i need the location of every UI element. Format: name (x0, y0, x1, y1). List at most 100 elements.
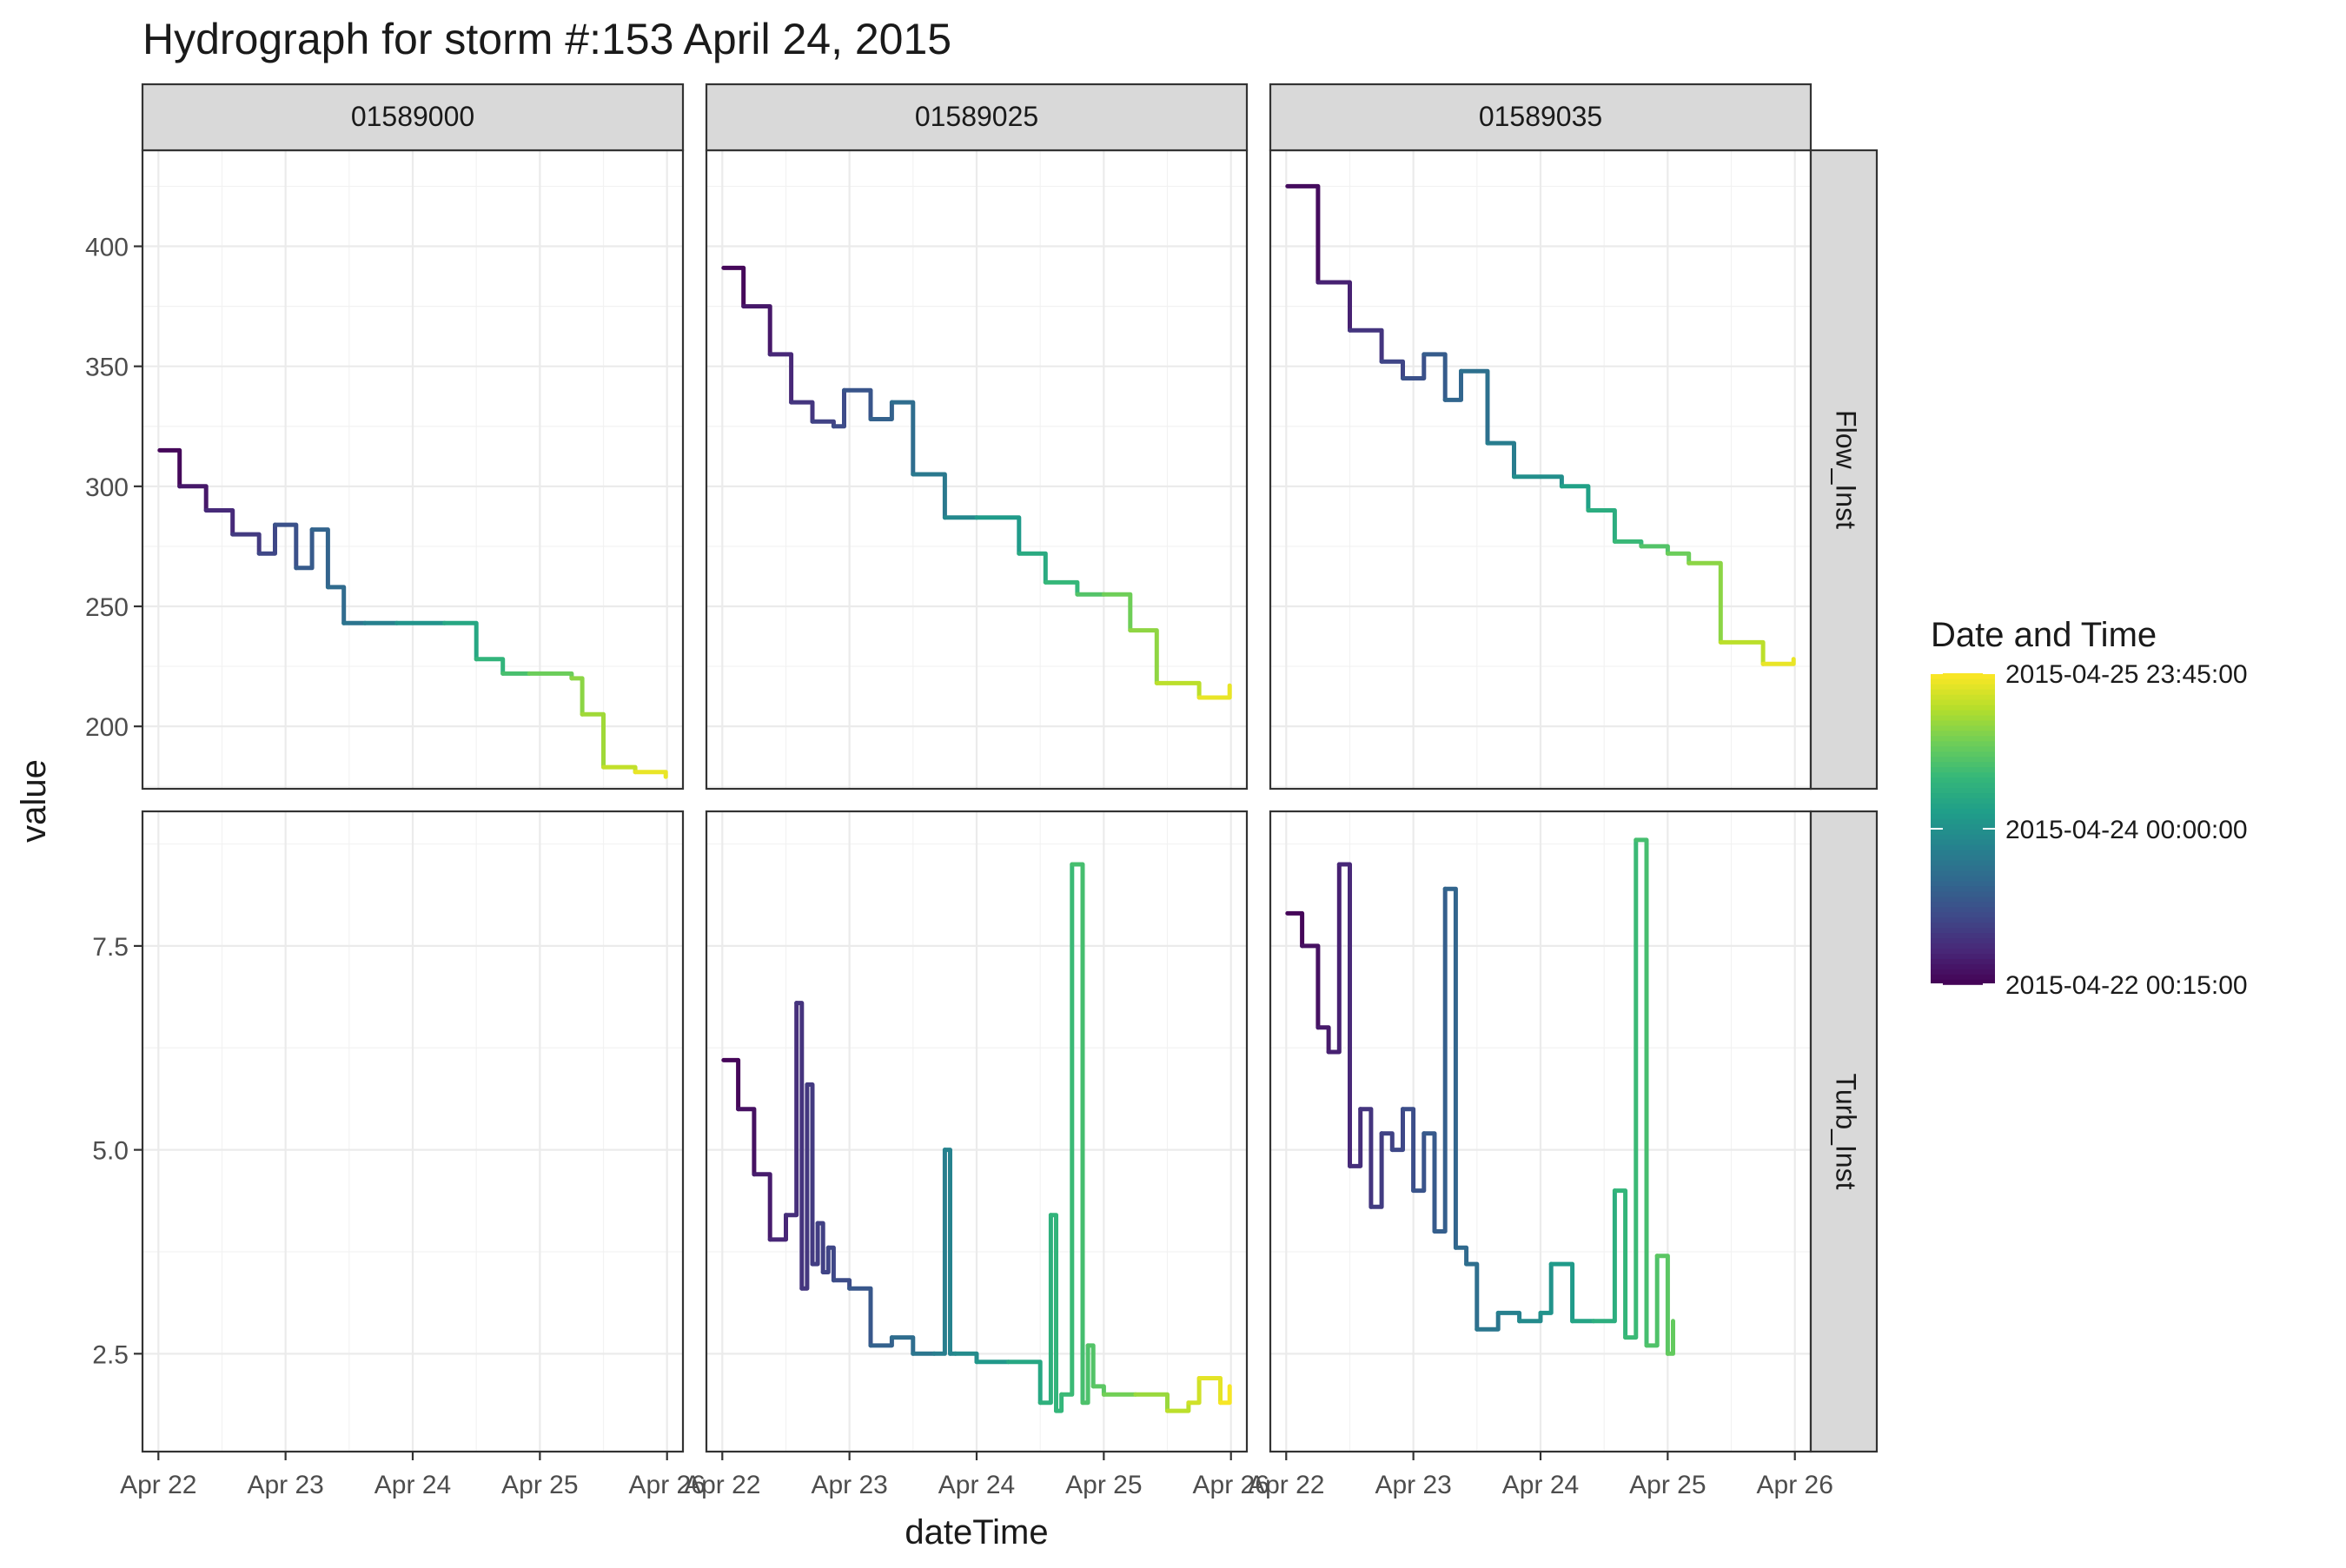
colorbar-segment (1931, 673, 1995, 679)
colorbar-segment (1931, 829, 1995, 835)
series-line-01589025-flow-inst (741, 304, 772, 357)
colorbar-segment (1931, 777, 1995, 784)
colorbar-segment (1931, 678, 1995, 685)
colorbar-segment (1931, 730, 1995, 737)
colorbar-segment (1931, 901, 1995, 908)
colorbar-segment (1931, 870, 1995, 877)
series-line-01589025-turb-inst (1165, 1400, 1191, 1413)
x-tick-label: Apr 24 (938, 1471, 1015, 1499)
colorbar-segment (1931, 906, 1995, 913)
series-line-01589025-flow-inst (1043, 579, 1080, 597)
facet-label-flow-inst: Flow_Inst (1831, 410, 1862, 529)
series-line-01589025-flow-inst (789, 400, 815, 424)
y-tick-label: 400 (85, 234, 129, 262)
series-line-01589025-flow-inst (721, 265, 746, 309)
colorbar-segment (1931, 704, 1995, 711)
series-line-01589035-turb-inst (1432, 886, 1448, 1234)
series-line-01589035-turb-inst (1326, 862, 1342, 1055)
colorbar-segment (1931, 854, 1995, 861)
series-line-01589035-flow-inst (1687, 560, 1723, 645)
x-tick-label: Apr 25 (1629, 1471, 1706, 1499)
colorbar-segment (1931, 771, 1995, 778)
series-line-01589025-flow-inst (974, 515, 1022, 556)
series-line-01589035-turb-inst (1517, 1310, 1543, 1324)
colorbar-segment (1931, 969, 1995, 975)
series-line-01589000-flow-inst (633, 770, 668, 779)
series-line-01589000-flow-inst (256, 522, 277, 556)
series-line-01589025-turb-inst (799, 1082, 810, 1291)
series-line-01589035-flow-inst (1639, 544, 1670, 556)
colorbar-segment (1931, 958, 1995, 964)
colorbar-segment (1931, 979, 1995, 985)
facet-strip-01589025 (705, 83, 1249, 152)
x-tick-label: Apr 23 (247, 1471, 323, 1499)
facet-strip-01589035 (1269, 83, 1813, 152)
x-tick-label: Apr 24 (374, 1471, 451, 1499)
series-line-01589025-turb-inst (805, 1082, 815, 1267)
x-axis-title: dateTime (905, 1513, 1048, 1551)
series-line-01589025-turb-inst (1196, 1376, 1223, 1406)
series-line-01589035-flow-inst (1379, 359, 1405, 380)
colorbar-segment (1931, 937, 1995, 944)
series-line-01589025-turb-inst (1037, 1213, 1053, 1406)
x-tick-label: Apr 26 (1757, 1471, 1833, 1499)
colorbar-segment (1931, 735, 1995, 742)
x-tick-label: Apr 26 (629, 1471, 706, 1499)
facet-label-turb-inst: Turb_Inst (1831, 1074, 1862, 1190)
facet-label-01589025: 01589025 (915, 101, 1038, 132)
colorbar-segment (1931, 922, 1995, 929)
facet-strip-01589000 (141, 83, 685, 152)
y-tick-label: 250 (85, 593, 129, 622)
series-line-01589025-turb-inst (1090, 1384, 1106, 1397)
colorbar-segment (1931, 808, 1995, 814)
series-line-01589025-turb-inst (815, 1221, 825, 1274)
series-line-01589035-turb-inst (1644, 1254, 1660, 1348)
series-line-01589025-turb-inst (825, 1245, 836, 1283)
x-tick-label: Apr 24 (1502, 1471, 1579, 1499)
series-line-01589000-flow-inst (580, 711, 606, 770)
series-line-01589025-turb-inst (820, 1245, 831, 1274)
series-line-01589035-turb-inst (1442, 886, 1458, 1250)
facet-label-01589000: 01589000 (351, 101, 474, 132)
series-line-01589025-turb-inst (1006, 1360, 1043, 1406)
colorbar-segment (1931, 683, 1995, 690)
colorbar-segment (1931, 797, 1995, 804)
series-line-01589035-turb-inst (1538, 1261, 1554, 1315)
series-line-01589035-turb-inst (1591, 1188, 1617, 1324)
colorbar-segment (1931, 698, 1995, 705)
colorbar-segment (1931, 833, 1995, 840)
series-line-01589035-flow-inst (1760, 657, 1796, 666)
series-line-01589025-turb-inst (1080, 1343, 1090, 1406)
colorbar-segment (1931, 932, 1995, 939)
series-line-01589025-turb-inst (942, 1148, 952, 1356)
series-line-01589000-flow-inst (442, 620, 479, 662)
colorbar-segment (1931, 880, 1995, 887)
colorbar-segment (1931, 885, 1995, 892)
series-line-01589025-flow-inst (767, 352, 794, 405)
series-line-01589000-flow-inst (309, 527, 330, 590)
series-line-01589035-flow-inst (1559, 484, 1591, 513)
legend-title: Date and Time (1931, 616, 2157, 654)
series-line-01589035-turb-inst (1401, 1107, 1416, 1194)
series-line-01589000-flow-inst (203, 508, 235, 537)
series-line-01589035-turb-inst (1475, 1310, 1501, 1332)
colorbar-segment (1931, 756, 1995, 763)
series-line-01589025-flow-inst (868, 400, 894, 421)
colorbar-segment (1931, 896, 1995, 903)
series-line-01589035-turb-inst (1612, 1188, 1628, 1340)
colorbar-segment (1931, 761, 1995, 768)
series-line-01589035-turb-inst (1464, 1261, 1480, 1332)
y-tick-label: 5.0 (92, 1137, 129, 1166)
y-tick-label: 2.5 (92, 1340, 129, 1369)
series-line-01589025-turb-inst (810, 1221, 820, 1267)
series-line-01589025-flow-inst (1101, 592, 1133, 633)
colorbar-segment (1931, 751, 1995, 758)
colorbar-segment (1931, 740, 1995, 747)
colorbar-segment (1931, 724, 1995, 731)
series-line-01589035-turb-inst (1368, 1131, 1384, 1209)
facet-strip-flow-inst (1809, 149, 1879, 791)
colorbar-segment (1931, 875, 1995, 882)
colorbar-segment (1931, 782, 1995, 789)
colorbar-segment (1931, 688, 1995, 695)
colorbar-segment (1931, 745, 1995, 752)
